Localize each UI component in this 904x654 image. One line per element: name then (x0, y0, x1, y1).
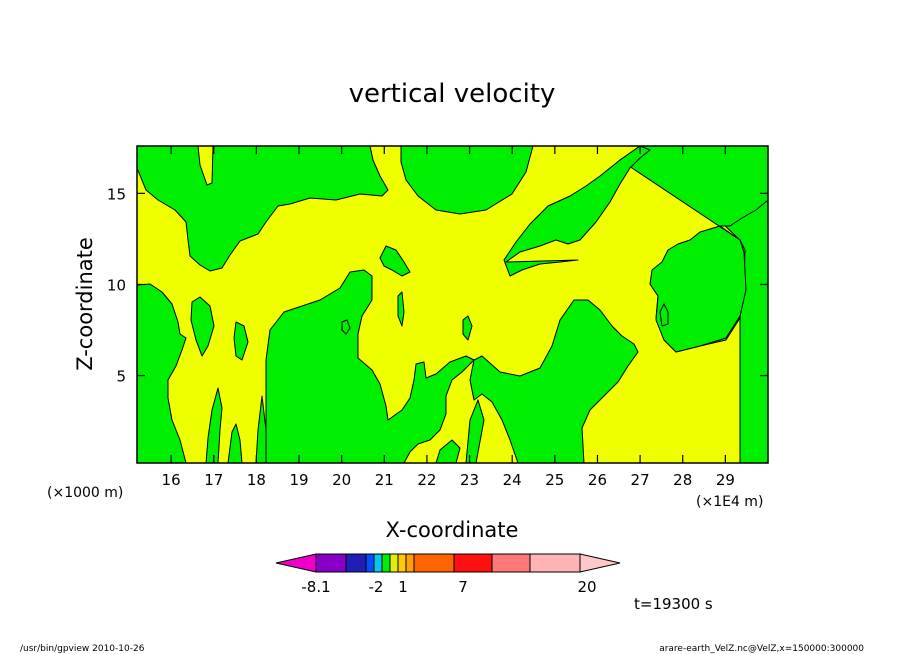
colorbar-swatch (389, 553, 399, 573)
x-tick-label: 29 (716, 471, 735, 489)
x-tick-label: 17 (204, 471, 223, 489)
x-axis: 16 17 18 19 20 21 22 23 24 25 26 27 28 29 (162, 146, 735, 489)
x-tick-label: 26 (588, 471, 607, 489)
colorbar-swatch (381, 553, 391, 573)
colorbar-swatch (275, 553, 317, 573)
colorbar-swatch (397, 553, 407, 573)
plot-area (136, 145, 769, 464)
x-tick-label: 22 (417, 471, 436, 489)
footer-left: /usr/bin/gpview 2010-10-26 (20, 644, 145, 654)
y-tick-label: 15 (107, 185, 126, 203)
colorbar-swatch (365, 553, 375, 573)
contour-fill (136, 145, 769, 464)
colorbar-swatch (373, 553, 383, 573)
colorbar-swatch (315, 553, 347, 573)
colorbar-tick-label: -8.1 (301, 578, 330, 596)
footer-right: arare-earth_VelZ.nc@VelZ,x=150000:300000 (659, 644, 864, 654)
colorbar-tick-label: -2 (369, 578, 384, 596)
chart-title: vertical velocity (349, 79, 556, 109)
x-tick-label: 23 (460, 471, 479, 489)
x-tick-label: 16 (162, 471, 181, 489)
y-tick-label: 5 (116, 368, 126, 386)
plot-frame (136, 145, 769, 464)
colorbar-tick-label: 7 (458, 578, 468, 596)
colorbar-tick-label: 1 (398, 578, 408, 596)
colorbar-swatch (529, 553, 581, 573)
y-axis-label: Z-coordinate (73, 237, 97, 371)
colorbar-labels: -8.1 -2 1 7 20 (301, 578, 596, 596)
colorbar-swatch (453, 553, 493, 573)
y-axis: 5 10 15 (107, 185, 768, 386)
x-tick-label: 18 (247, 471, 266, 489)
x-tick-label: 21 (375, 471, 394, 489)
colorbar-tick-label: 20 (577, 578, 596, 596)
colorbar-swatch (491, 553, 531, 573)
colorbar-swatch (405, 553, 415, 573)
x-tick-label: 25 (545, 471, 564, 489)
y-tick-label: 10 (107, 276, 126, 294)
colorbar-swatch (345, 553, 367, 573)
colorbar (275, 553, 621, 573)
colorbar-swatch (413, 553, 455, 573)
x-tick-label: 20 (332, 471, 351, 489)
x-tick-label: 28 (673, 471, 692, 489)
colorbar-swatch (579, 553, 621, 573)
time-label: t=19300 s (634, 595, 713, 613)
x-unit-right: (×1E4 m) (696, 494, 763, 510)
x-axis-label: X-coordinate (386, 518, 519, 542)
x-tick-label: 24 (503, 471, 522, 489)
x-tick-label: 27 (631, 471, 650, 489)
x-tick-label: 19 (289, 471, 308, 489)
x-unit-left: (×1000 m) (47, 485, 123, 501)
